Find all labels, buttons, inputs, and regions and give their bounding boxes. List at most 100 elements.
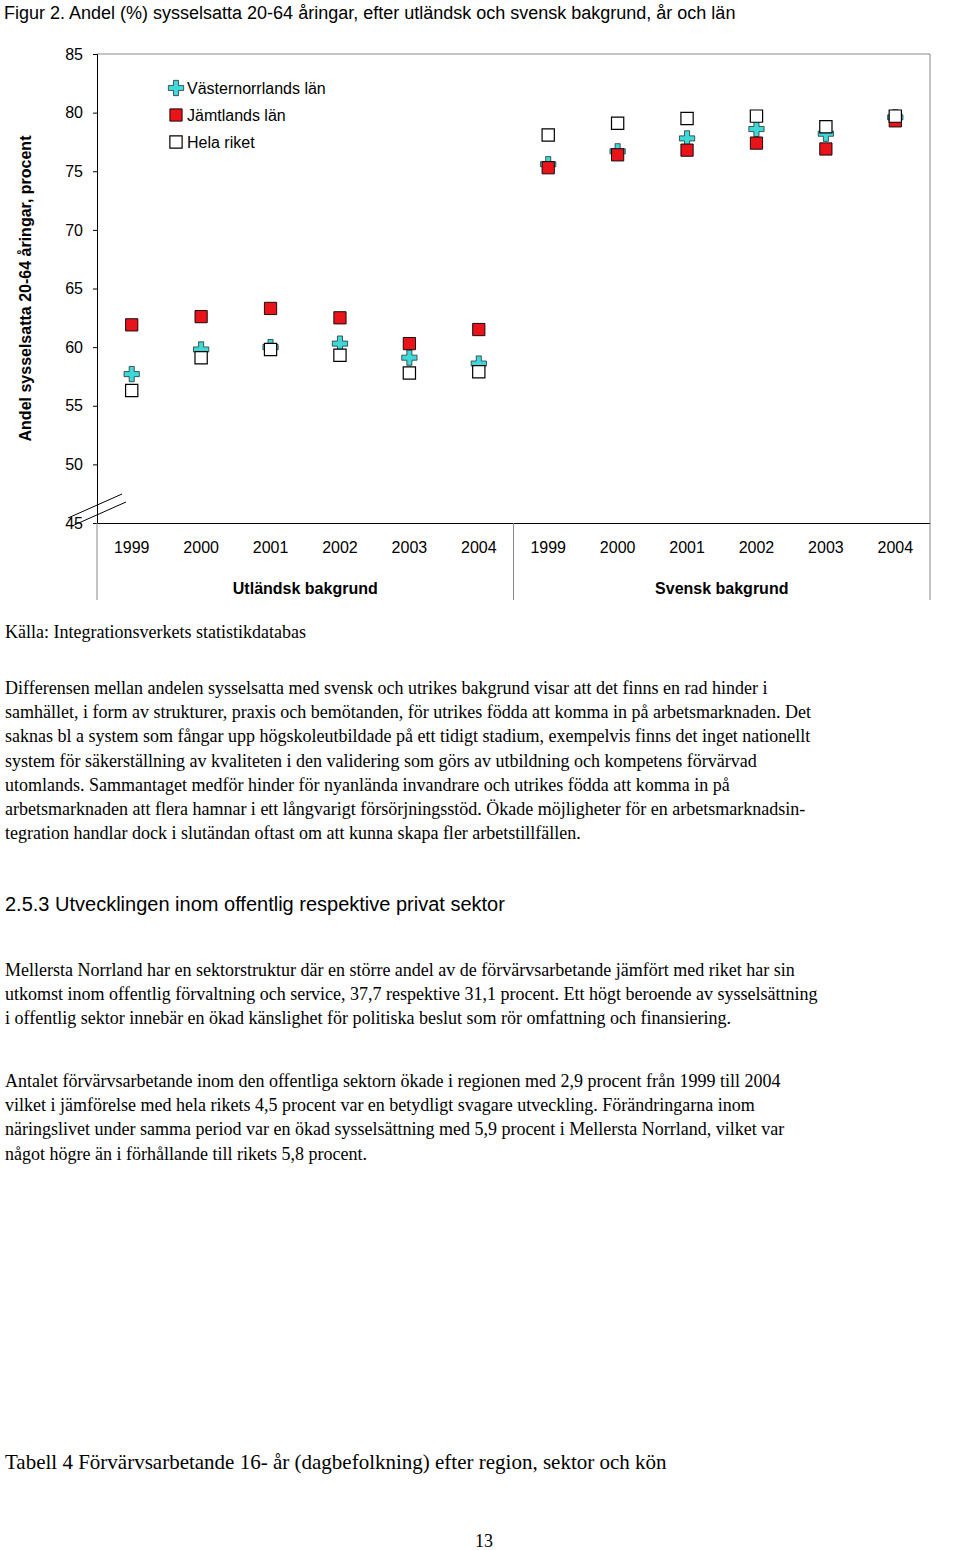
point: [820, 143, 832, 155]
point: [126, 319, 138, 331]
y-tick: 65: [65, 280, 97, 297]
y-tick: 50: [65, 456, 97, 473]
x-tick: 1999: [530, 523, 566, 556]
point: [334, 349, 346, 361]
y-tick-label: 75: [65, 163, 83, 180]
y-tick-label: 45: [65, 515, 83, 532]
x-tick: 2001: [253, 523, 289, 556]
marks: [124, 110, 903, 397]
paragraph-line: något högre än i förhållande till rikets…: [5, 1144, 367, 1164]
point: [542, 129, 554, 141]
point: [264, 302, 276, 314]
x-tick-label: 2000: [183, 539, 219, 556]
y-tick-mark: [93, 113, 97, 114]
x-tick-label: 2001: [253, 539, 289, 556]
point: [749, 121, 764, 136]
y-axis: 455055606570758085: [65, 46, 97, 532]
paragraph-line: samhället, i form av strukturer, praxis …: [5, 702, 811, 722]
paragraph-line: utomlands. Sammantaget medför hinder för…: [5, 775, 730, 795]
y-tick-mark: [93, 230, 97, 231]
table-caption: Tabell 4 Förvärvsarbetande 16- år (dagbe…: [5, 1450, 667, 1474]
x-tick: 2002: [322, 523, 358, 556]
group-separator: [513, 523, 514, 600]
page-svg: Figur 2. Andel (%) sysselsatta 20-64 åri…: [0, 0, 960, 1550]
y-tick-label: 85: [65, 46, 83, 63]
paragraph-line: utkomst inom offentlig förvaltning och s…: [5, 984, 818, 1004]
paragraph-line: Mellersta Norrland har en sektorstruktur…: [5, 960, 795, 980]
x-tick-label: 2003: [392, 539, 428, 556]
chart-title: Figur 2. Andel (%) sysselsatta 20-64 åri…: [4, 3, 735, 23]
paragraph-line: näringslivet under samma period var en ö…: [5, 1119, 784, 1139]
x-tick: 2004: [461, 523, 497, 556]
document: Källa: Integrationsverkets statistikdata…: [5, 622, 818, 1550]
legend-label: Jämtlands län: [187, 107, 286, 124]
y-tick-mark: [93, 171, 97, 172]
paragraph-line: arbetsmarknaden att flera hamnar i ett l…: [5, 799, 805, 819]
point: [403, 337, 415, 349]
y-tick: 60: [65, 339, 97, 356]
x-tick: 2004: [877, 523, 913, 556]
legend-symbol: [170, 109, 182, 121]
point: [750, 110, 762, 122]
x-tick-label: 2002: [739, 539, 775, 556]
x-tick-label: 2002: [322, 539, 358, 556]
paragraph-line: tegration handlar dock i slutändan oftas…: [5, 823, 581, 843]
x-tick: 2003: [808, 523, 844, 556]
y-tick-mark: [93, 523, 97, 524]
paragraph-line: Differensen mellan andelen sysselsatta m…: [5, 678, 767, 698]
x-tick-label: 1999: [530, 539, 566, 556]
y-tick-mark: [93, 464, 97, 465]
x-tick: 2000: [183, 523, 219, 556]
paragraph-line: Antalet förvärvsarbetande inom den offen…: [5, 1071, 780, 1091]
x-tick: 1999: [114, 523, 150, 556]
x-tick-label: 2004: [461, 539, 497, 556]
x-tick-label: 2000: [600, 539, 636, 556]
x-tick: 2000: [600, 523, 636, 556]
paragraph: Mellersta Norrland har en sektorstruktur…: [5, 960, 818, 1028]
point: [681, 112, 693, 124]
paragraph-line: saknas bl a system som fångar upp högsko…: [5, 726, 810, 746]
y-tick: 80: [65, 104, 97, 121]
legend-item: Jämtlands län: [170, 107, 286, 124]
paragraph: Antalet förvärvsarbetande inom den offen…: [5, 1071, 784, 1164]
point: [334, 312, 346, 324]
paragraph-line: vilket i jämförelse med hela rikets 4,5 …: [5, 1095, 755, 1115]
source: Källa: Integrationsverkets statistikdata…: [5, 622, 306, 642]
point: [681, 144, 693, 156]
legend-label: Hela riket: [187, 134, 255, 151]
point: [612, 149, 624, 161]
y-tick-label: 60: [65, 339, 83, 356]
y-tick: 85: [65, 46, 97, 63]
legend-item: Hela riket: [170, 134, 255, 151]
point: [403, 367, 415, 379]
legend-label: Västernorrlands län: [187, 80, 326, 97]
legend-symbol: [170, 136, 182, 148]
page-number: 13: [475, 1531, 493, 1550]
plot-frame: [97, 54, 930, 523]
series: [126, 115, 902, 350]
chart: Figur 2. Andel (%) sysselsatta 20-64 åri…: [4, 3, 931, 600]
point: [124, 366, 139, 381]
y-tick-label: 55: [65, 397, 83, 414]
point: [473, 323, 485, 335]
point: [542, 162, 554, 174]
point: [889, 110, 901, 122]
group-label: Utländsk bakgrund: [233, 580, 378, 597]
point: [473, 366, 485, 378]
section-heading: 2.5.3 Utvecklingen inom offentlig respek…: [5, 893, 505, 915]
y-tick: 75: [65, 163, 97, 180]
legend-symbol: [168, 80, 183, 95]
series: [124, 110, 903, 382]
series: [126, 110, 902, 397]
page: Figur 2. Andel (%) sysselsatta 20-64 åri…: [0, 0, 960, 1550]
point: [888, 110, 903, 125]
group-separator: [97, 523, 98, 600]
y-axis-title: Andel sysselsatta 20-64 åringar, procent: [17, 135, 34, 442]
y-tick-label: 65: [65, 280, 83, 297]
x-tick: 2001: [669, 523, 705, 556]
point: [750, 137, 762, 149]
point: [126, 384, 138, 396]
point: [195, 311, 207, 323]
legend-item: Västernorrlands län: [168, 80, 325, 97]
y-tick-mark: [93, 289, 97, 290]
